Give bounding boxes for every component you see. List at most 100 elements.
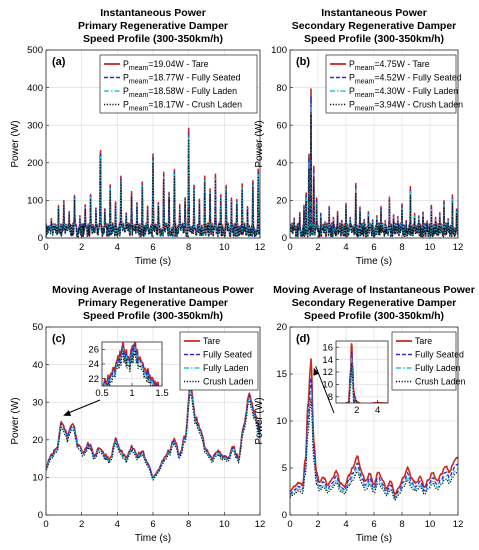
x-tick-label: 2 (315, 519, 320, 530)
y-axis-label: Power (W) (10, 397, 21, 444)
inset-series-line-fully_laden (103, 346, 156, 386)
panel-label: (b) (296, 56, 310, 68)
y-tick-label: 400 (27, 83, 43, 94)
x-tick-label: 0 (43, 242, 48, 253)
chart-title-line: Speed Profile (300-350km/h) (304, 310, 444, 322)
x-tick-label: 4 (115, 519, 120, 530)
legend-label-tare: Pmeam=4.75W - Tare (349, 59, 430, 72)
chart-title-line: Instantaneous Power (321, 7, 427, 19)
legend-label-rest: =19.04W - Tare (148, 59, 208, 69)
legend-label-p: P (123, 100, 129, 110)
x-tick-label: 1.5 (155, 388, 168, 399)
legend-label-crush_laden: Crush Laden (203, 377, 253, 387)
x-tick-label: 12 (453, 242, 464, 253)
x-axis-label: Time (s) (356, 533, 392, 544)
legend-label-fully_laden: Fully Laden (203, 363, 249, 373)
series-line-crush_laden (290, 398, 458, 501)
y-tick-label: 10 (32, 473, 43, 484)
y-tick-label: 0 (38, 233, 43, 244)
x-tick-label: 1 (129, 388, 134, 399)
series-line-fully_laden (290, 389, 458, 500)
chart-title-line: Primary Regenerative Damper (78, 20, 228, 32)
panel-label: (d) (296, 333, 310, 345)
legend-label-p: P (123, 59, 129, 69)
y-tick-label: 10 (322, 380, 333, 391)
legend-box (99, 54, 258, 114)
legend-label-fully_seated: Pmeam=18.77W - Fully Seated (123, 73, 241, 86)
x-tick-label: 2 (79, 242, 84, 253)
y-tick-label: 0 (38, 510, 43, 521)
chart-title-line: Moving Average of Instantaneous Power (273, 284, 475, 296)
y-tick-label: 8 (328, 392, 333, 403)
y-tick-label: 100 (27, 196, 43, 207)
inset-arrow-line (64, 399, 101, 415)
y-tick-label: 80 (276, 83, 287, 94)
x-tick-label: 0 (287, 519, 292, 530)
x-tick-label: 12 (255, 242, 266, 253)
y-tick-label: 20 (276, 196, 287, 207)
chart-title-line: Secondary Regenerative Damper (292, 20, 457, 32)
legend-label-fully_seated: Fully Seated (203, 350, 252, 360)
x-axis-label: Time (s) (135, 533, 171, 544)
y-tick-label: 40 (32, 360, 43, 371)
legend-label-rest: =3.94W - Crush Laden (374, 100, 463, 110)
inset-panel: 0.5 1 1.5 22 24 26 (88, 341, 169, 399)
y-tick-label: 10 (276, 416, 287, 427)
legend-box (325, 54, 457, 114)
y-tick-label: 26 (88, 345, 99, 356)
legend-label-rest: =4.75W - Tare (374, 59, 429, 69)
x-tick-label: 2 (315, 242, 320, 253)
x-axis-label: Time (s) (356, 256, 392, 267)
legend-label-rest: =18.58W - Fully Laden (148, 86, 237, 96)
legend-label-tare: Tare (415, 336, 432, 346)
legend-label-fully_laden: Fully Laden (415, 363, 461, 373)
x-tick-label: 10 (219, 242, 230, 253)
x-tick-label: 4 (343, 519, 348, 530)
x-tick-label: 2 (79, 519, 84, 530)
x-tick-label: 10 (425, 242, 436, 253)
y-tick-label: 500 (27, 45, 43, 56)
legend-label-crush_laden: Crush Laden (415, 377, 465, 387)
y-tick-label: 50 (32, 322, 43, 333)
y-tick-label: 60 (276, 120, 287, 131)
x-tick-label: 8 (186, 519, 191, 530)
y-tick-label: 16 (322, 342, 333, 353)
x-tick-label: 8 (399, 242, 404, 253)
legend-label-p: P (349, 73, 355, 83)
inset-arrow-line (315, 366, 335, 414)
legend-label-sub: meam (355, 65, 375, 72)
x-tick-label: 12 (255, 519, 266, 530)
legend-label-fully_seated: Pmeam=4.52W - Fully Seated (349, 73, 462, 86)
x-tick-label: 6 (371, 519, 376, 530)
series-group (46, 385, 260, 481)
legend-label-fully_laden: Pmeam=4.30W - Fully Laden (349, 86, 458, 99)
x-tick-label: 8 (399, 519, 404, 530)
chart-panel-c: Moving Average of Instantaneous PowerPri… (10, 284, 265, 544)
legend-label-rest: =4.52W - Fully Seated (374, 73, 461, 83)
x-tick-label: 4 (115, 242, 120, 253)
legend-label-p: P (123, 86, 129, 96)
x-tick-label: 6 (150, 519, 155, 530)
x-tick-label: 6 (371, 242, 376, 253)
x-tick-label: 10 (219, 519, 230, 530)
chart-title-line: Speed Profile (300-350km/h) (304, 33, 444, 45)
y-tick-label: 300 (27, 120, 43, 131)
inset-series-group (338, 343, 388, 403)
x-tick-label: 6 (150, 242, 155, 253)
legend-label-p: P (349, 59, 355, 69)
legend-label-fully_seated: Fully Seated (415, 350, 464, 360)
x-tick-label: 4 (375, 405, 380, 416)
x-tick-label: 0 (43, 519, 48, 530)
panel-label: (c) (52, 333, 66, 345)
legend-label-sub: meam (355, 92, 375, 99)
legend-label-sub: meam (129, 65, 149, 72)
y-tick-label: 0 (282, 510, 287, 521)
chart-title-line: Speed Profile (300-350km/h) (83, 33, 223, 45)
legend-label-crush_laden: Pmeam=18.17W - Crush Laden (123, 100, 242, 113)
chart-title-line: Moving Average of Instantaneous Power (52, 284, 254, 296)
y-tick-label: 15 (276, 369, 287, 380)
